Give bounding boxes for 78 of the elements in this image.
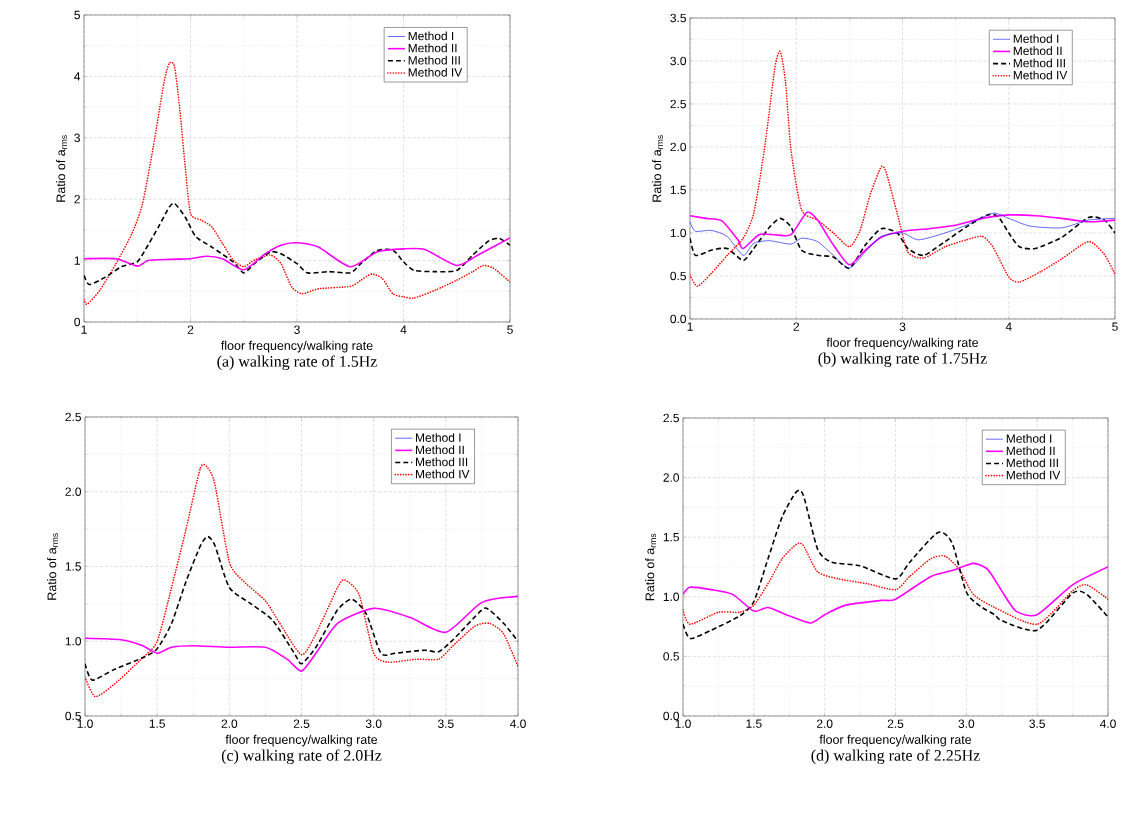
line-series bbox=[683, 562, 1109, 624]
x-tick-label: 3.0 bbox=[365, 719, 382, 728]
x-tick-label: 4.0 bbox=[509, 719, 526, 728]
y-tick-label: 0.5 bbox=[65, 711, 81, 721]
y-tick-label: 2.5 bbox=[663, 413, 679, 423]
text: (c) walking rate of 2.0Hz bbox=[221, 749, 382, 765]
legend-label: Method III bbox=[408, 55, 460, 65]
x-tick-label: 1 bbox=[687, 322, 693, 331]
legend-label: Method I bbox=[408, 31, 454, 41]
x-tick-label: 3 bbox=[294, 325, 300, 334]
x-axis-title: floor frequency/walking rate bbox=[819, 734, 972, 747]
legend-label: Method III bbox=[416, 457, 468, 467]
y-tick-label: 1.5 bbox=[65, 562, 81, 571]
legend-label: Method I bbox=[1013, 34, 1059, 43]
y-tick-label: 5 bbox=[74, 10, 80, 20]
legend-label: Method IV bbox=[416, 469, 470, 479]
y-axis-title: Ratio of a$_{rms}$ bbox=[645, 533, 657, 601]
legend-label: Method I bbox=[1006, 434, 1052, 443]
y-tick-label: 0.5 bbox=[670, 271, 686, 281]
y-tick-label: 1.5 bbox=[663, 533, 679, 542]
x-tick-label: 2.0 bbox=[816, 719, 833, 728]
x-tick-label: 3 bbox=[899, 322, 906, 331]
x-tick-label: 3.5 bbox=[1029, 719, 1045, 728]
y-tick-label: 2.5 bbox=[670, 99, 686, 109]
legend-label: Method IV bbox=[1006, 470, 1061, 480]
y-axis-title: Ratio of a$_{rms}$ bbox=[47, 533, 59, 600]
x-tick-label: 3.5 bbox=[437, 719, 454, 728]
legend-label: Method II bbox=[408, 43, 457, 53]
x-tick-label: 4 bbox=[400, 325, 407, 334]
legend-label: Method III bbox=[1006, 458, 1058, 468]
legend-label: Method I bbox=[416, 433, 461, 442]
y-tick-label: 2.5 bbox=[65, 412, 81, 422]
line-series bbox=[683, 542, 1109, 626]
y-tick-label: 0.0 bbox=[670, 314, 687, 324]
legend-label: Method IV bbox=[408, 67, 463, 77]
y-tick-label: 1.5 bbox=[670, 185, 686, 195]
y-tick-label: 3 bbox=[74, 133, 80, 143]
y-tick-label: 0.5 bbox=[663, 652, 679, 661]
x-axis-title: floor frequency/walking rate bbox=[221, 340, 373, 353]
x-tick-label: 2.5 bbox=[293, 719, 310, 728]
y-tick-label: 4 bbox=[74, 72, 81, 81]
x-axis-title: floor frequency/walking rate bbox=[826, 337, 979, 350]
y-tick-label: 2.0 bbox=[663, 473, 680, 482]
y-tick-label: 2.0 bbox=[670, 142, 687, 152]
legend-label: Method III bbox=[1013, 58, 1065, 68]
y-tick-label: 3.0 bbox=[670, 56, 687, 66]
y-tick-label: 1 bbox=[74, 256, 80, 265]
y-tick-label: 3.5 bbox=[670, 13, 686, 23]
x-tick-label: 3.0 bbox=[958, 719, 975, 728]
x-tick-label: 2 bbox=[187, 325, 194, 334]
legend-label: Method II bbox=[1006, 446, 1055, 456]
x-tick-label: 2.5 bbox=[887, 719, 904, 728]
y-tick-label: 1.0 bbox=[65, 637, 82, 646]
legend-label: Method II bbox=[1013, 46, 1062, 56]
y-axis-title: Ratio of a$_{rms}$ bbox=[652, 135, 664, 202]
text: (d) walking rate of 2.25Hz bbox=[811, 749, 980, 765]
legend-label: Method IV bbox=[1013, 70, 1068, 80]
y-tick-label: 1.0 bbox=[670, 228, 687, 238]
x-tick-label: 5 bbox=[507, 325, 513, 334]
x-tick-label: 1.5 bbox=[149, 719, 165, 728]
line-series bbox=[84, 237, 511, 271]
y-tick-label: 1.0 bbox=[663, 592, 680, 602]
text: (a) walking rate of 1.5Hz bbox=[217, 355, 377, 371]
y-tick-label: 2 bbox=[74, 195, 80, 204]
x-tick-label: 2.0 bbox=[221, 719, 238, 728]
y-tick-label: 0 bbox=[74, 317, 81, 327]
line-series bbox=[85, 595, 519, 672]
y-tick-label: 0.0 bbox=[663, 711, 680, 721]
y-tick-label: 2.0 bbox=[65, 487, 82, 496]
x-tick-label: 2 bbox=[793, 322, 799, 331]
x-tick-label: 4.0 bbox=[1099, 719, 1116, 728]
x-axis-title: floor frequency/walking rate bbox=[225, 734, 378, 747]
x-tick-label: 4 bbox=[1005, 322, 1012, 331]
y-axis-title: Ratio of a$_{rms}$ bbox=[56, 135, 67, 202]
legend-label: Method II bbox=[416, 445, 464, 455]
text: (b) walking rate of 1.75Hz bbox=[818, 352, 987, 368]
x-tick-label: 5 bbox=[1112, 322, 1118, 331]
x-tick-label: 1.5 bbox=[746, 719, 762, 728]
